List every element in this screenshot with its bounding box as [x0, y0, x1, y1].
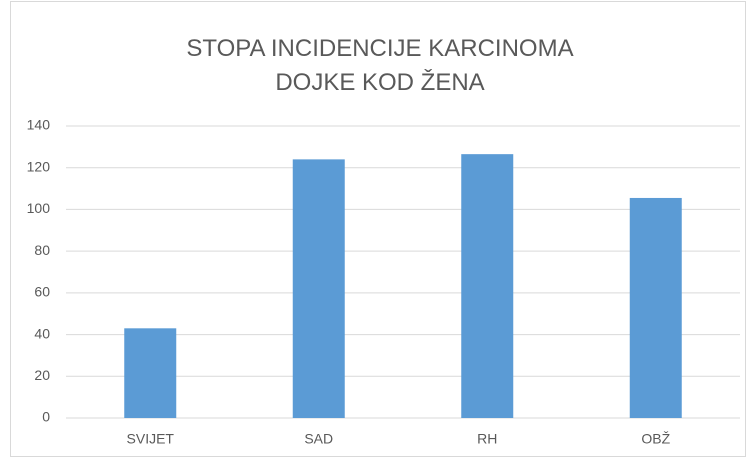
- y-tick-label: 0: [42, 409, 50, 425]
- x-tick-label: OBŽ: [641, 431, 670, 447]
- y-tick-label: 80: [34, 242, 50, 258]
- y-tick-label: 20: [34, 367, 50, 383]
- y-tick-label: 140: [27, 117, 51, 133]
- bar: [292, 159, 345, 418]
- y-tick-label: 120: [27, 158, 51, 174]
- y-tick-label: 60: [34, 284, 50, 300]
- bar: [461, 154, 514, 418]
- bar: [124, 328, 177, 418]
- bar: [629, 197, 682, 418]
- x-tick-label: RH: [477, 431, 497, 447]
- y-tick-label: 40: [34, 325, 50, 341]
- x-tick-label: SVIJET: [127, 431, 175, 447]
- x-tick-label: SAD: [304, 431, 333, 447]
- y-tick-label: 100: [27, 200, 51, 216]
- chart-title: STOPA INCIDENCIJE KARCINOMA DOJKE KOD ŽE…: [186, 35, 574, 96]
